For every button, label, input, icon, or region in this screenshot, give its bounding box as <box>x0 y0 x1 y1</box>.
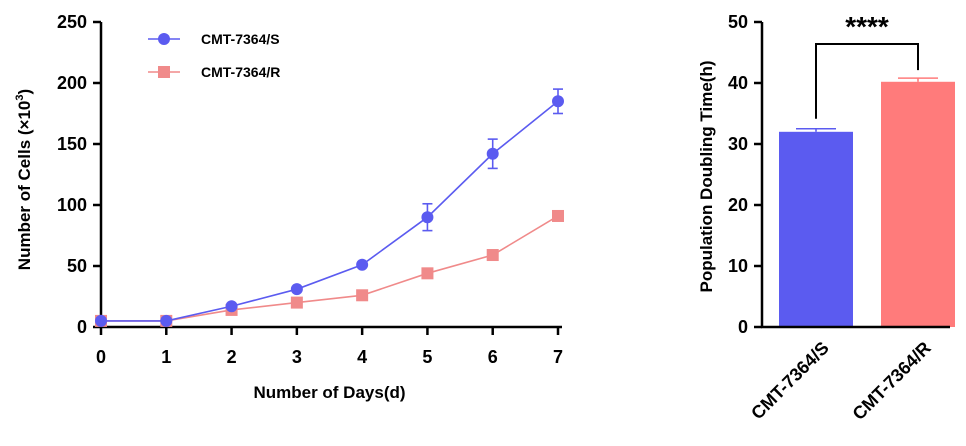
y-tick-label: 20 <box>728 195 748 215</box>
data-point <box>356 258 369 271</box>
data-point <box>421 267 434 280</box>
category-label: CMT-7364/R <box>849 338 935 424</box>
y-tick-label: 50 <box>67 256 87 276</box>
y-tick-label: 0 <box>77 317 87 337</box>
legend-label: CMT-7364/R <box>201 64 280 80</box>
y-tick-label: 10 <box>728 256 748 276</box>
x-tick-label: 0 <box>96 347 106 367</box>
x-tick-label: 2 <box>227 347 237 367</box>
y-tick-label: 150 <box>57 134 87 154</box>
data-point <box>552 95 564 108</box>
y-tick-label: 250 <box>57 12 87 32</box>
data-point <box>486 249 499 262</box>
y-axis-title: Number of Cells (×103) <box>14 89 34 270</box>
y-axis-title: Population Doubling Time(h) <box>697 61 716 293</box>
legend-marker <box>158 33 170 45</box>
x-tick-label: 7 <box>553 347 563 367</box>
significance-bracket <box>815 43 919 119</box>
doubling-time-chart: CMT-7364/S CMT-7364/R 0 10 20 30 40 50 Populatio… <box>697 11 955 424</box>
y-tick-label: 0 <box>738 317 748 337</box>
bar <box>881 81 955 327</box>
data-point <box>486 147 499 160</box>
category-label: CMT-7364/S <box>747 338 833 424</box>
x-tick-label: 1 <box>161 347 171 367</box>
legend-label: CMT-7364/S <box>201 31 280 47</box>
x-tick-label: 6 <box>488 347 498 367</box>
x-tick-label: 3 <box>292 347 302 367</box>
x-tick-label: 4 <box>357 347 367 367</box>
data-point <box>160 314 173 327</box>
series-line <box>101 100 559 322</box>
y-tick-label: 200 <box>57 73 87 93</box>
bar <box>779 131 853 327</box>
y-tick-label: 100 <box>57 195 87 215</box>
growth-curve-chart: 0 50 100 150 200 250 0 1 2 3 4 5 6 7 Number of Days(d)… <box>14 12 564 402</box>
data-point <box>290 283 303 296</box>
y-tick-label: 30 <box>728 134 748 154</box>
x-tick-label: 5 <box>422 347 432 367</box>
x-axis-title: Number of Days(d) <box>253 383 405 402</box>
data-point <box>95 314 107 327</box>
significance-label: **** <box>845 11 889 42</box>
data-point <box>421 211 434 224</box>
y-tick-label: 50 <box>728 12 748 32</box>
legend-marker <box>158 66 170 78</box>
y-tick-label: 40 <box>728 73 748 93</box>
data-point <box>552 209 564 222</box>
series-line <box>101 215 559 322</box>
data-point <box>356 289 369 302</box>
data-point <box>290 296 303 309</box>
data-point <box>225 300 238 313</box>
